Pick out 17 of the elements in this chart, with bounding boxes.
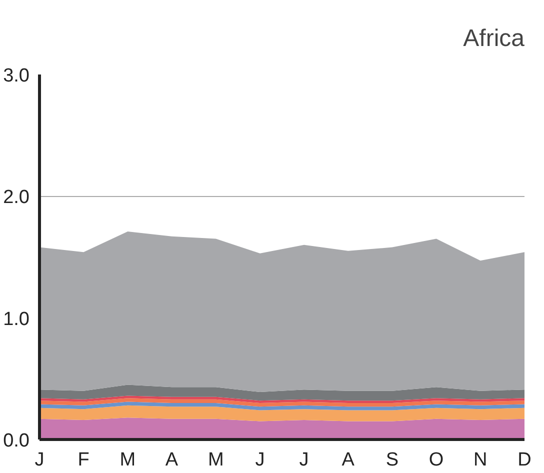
x-tick-label: F bbox=[78, 450, 90, 470]
y-tick-label: 2.0 bbox=[3, 187, 30, 208]
x-tick-label: A bbox=[165, 450, 178, 470]
x-tick-label: M bbox=[208, 450, 224, 470]
x-tick-label: N bbox=[474, 450, 488, 470]
x-tick-label: M bbox=[120, 450, 136, 470]
x-tick-label: J bbox=[34, 450, 44, 470]
x-tick-label: J bbox=[255, 450, 265, 470]
x-tick-label: A bbox=[342, 450, 355, 470]
chart-title: Africa bbox=[463, 25, 526, 52]
y-tick-label: 3.0 bbox=[3, 66, 30, 86]
x-tick-label: J bbox=[299, 450, 309, 470]
x-tick-label: D bbox=[518, 450, 532, 470]
y-tick-label: 1.0 bbox=[3, 308, 30, 330]
x-tick-label: O bbox=[428, 450, 444, 470]
x-tick-label: S bbox=[386, 450, 399, 470]
y-tick-label: 0.0 bbox=[3, 430, 30, 452]
